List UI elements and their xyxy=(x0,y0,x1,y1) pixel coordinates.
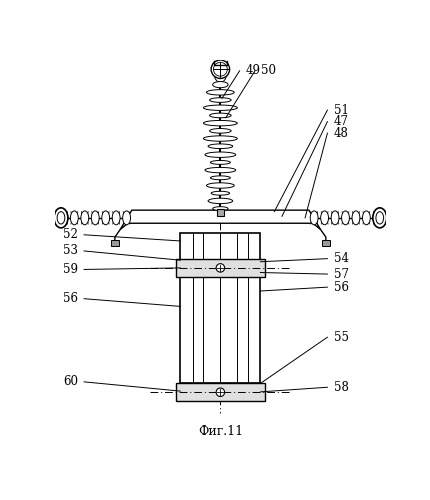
Ellipse shape xyxy=(71,211,78,225)
Circle shape xyxy=(216,388,224,396)
Text: 59: 59 xyxy=(63,263,78,276)
Text: 47: 47 xyxy=(334,115,349,128)
Bar xyxy=(322,240,330,246)
Text: 60: 60 xyxy=(63,376,78,388)
Ellipse shape xyxy=(310,211,318,225)
Ellipse shape xyxy=(60,211,68,225)
Ellipse shape xyxy=(208,198,233,203)
Text: 56: 56 xyxy=(63,292,78,305)
Ellipse shape xyxy=(209,128,231,133)
Ellipse shape xyxy=(208,144,233,148)
Text: 57: 57 xyxy=(334,268,349,280)
Ellipse shape xyxy=(213,206,228,210)
Ellipse shape xyxy=(209,98,231,102)
Ellipse shape xyxy=(341,211,350,225)
Ellipse shape xyxy=(81,211,89,225)
Ellipse shape xyxy=(210,176,230,180)
Ellipse shape xyxy=(123,211,131,225)
Ellipse shape xyxy=(331,211,339,225)
Ellipse shape xyxy=(210,160,230,164)
Text: 48: 48 xyxy=(334,126,348,140)
Text: 58: 58 xyxy=(334,381,348,394)
Text: 55: 55 xyxy=(334,330,349,344)
Text: 53: 53 xyxy=(63,244,78,258)
Ellipse shape xyxy=(205,168,236,173)
Ellipse shape xyxy=(205,152,236,158)
Ellipse shape xyxy=(112,211,120,225)
Ellipse shape xyxy=(57,212,65,224)
Bar xyxy=(217,210,224,216)
Bar xyxy=(180,233,261,384)
Text: 56: 56 xyxy=(334,280,349,293)
Circle shape xyxy=(216,264,224,272)
Ellipse shape xyxy=(102,211,110,225)
Ellipse shape xyxy=(362,211,370,225)
Ellipse shape xyxy=(211,192,230,195)
Ellipse shape xyxy=(54,208,68,228)
Bar xyxy=(176,258,265,277)
Text: 50: 50 xyxy=(261,64,276,78)
Ellipse shape xyxy=(373,208,387,228)
Ellipse shape xyxy=(352,211,360,225)
Ellipse shape xyxy=(206,183,234,188)
Text: 54: 54 xyxy=(334,252,349,265)
Text: 52: 52 xyxy=(63,228,78,241)
Ellipse shape xyxy=(203,105,237,110)
Polygon shape xyxy=(120,210,320,230)
Ellipse shape xyxy=(321,211,329,225)
Ellipse shape xyxy=(203,136,237,141)
Ellipse shape xyxy=(209,113,231,117)
Ellipse shape xyxy=(373,211,381,225)
Ellipse shape xyxy=(213,82,228,87)
Ellipse shape xyxy=(376,212,384,224)
Circle shape xyxy=(211,60,230,78)
Text: Фиг.11: Фиг.11 xyxy=(198,426,243,438)
Ellipse shape xyxy=(206,90,234,95)
Ellipse shape xyxy=(91,211,99,225)
Text: 49: 49 xyxy=(246,64,261,78)
Ellipse shape xyxy=(214,66,227,82)
Ellipse shape xyxy=(203,120,237,126)
Bar xyxy=(111,240,119,246)
Bar xyxy=(176,384,265,401)
Text: 51: 51 xyxy=(334,104,348,117)
